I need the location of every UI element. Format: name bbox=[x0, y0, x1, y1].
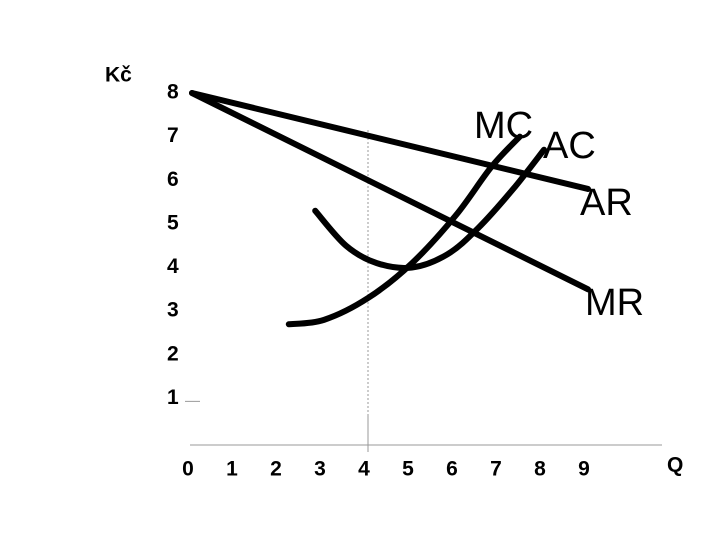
x-tick-label: 3 bbox=[314, 458, 326, 481]
y-tick-label: 5 bbox=[167, 211, 179, 234]
curve-label: MC bbox=[474, 105, 533, 147]
x-tick-label: 2 bbox=[270, 458, 282, 481]
x-tick-label: 0 bbox=[182, 458, 194, 481]
x-tick-label: 9 bbox=[578, 458, 590, 481]
y-tick-label: 2 bbox=[167, 342, 179, 365]
y-tick-label: 3 bbox=[167, 299, 179, 322]
x-tick-label: 7 bbox=[490, 458, 502, 481]
x-tick-label: 5 bbox=[402, 458, 414, 481]
y-axis-label: Kč bbox=[105, 64, 132, 87]
y-tick-label: 7 bbox=[167, 124, 179, 147]
x-tick-label: 1 bbox=[226, 458, 238, 481]
x-tick-label: 4 bbox=[358, 458, 370, 481]
x-tick-label: 6 bbox=[446, 458, 458, 481]
y-tick-label: 4 bbox=[167, 255, 179, 278]
curve-label: AR bbox=[580, 182, 633, 224]
y-tick-label: 6 bbox=[167, 168, 179, 191]
curve bbox=[312, 146, 547, 271]
y-tick-label: 8 bbox=[167, 81, 179, 104]
curve bbox=[189, 90, 591, 192]
curve-label: AC bbox=[543, 125, 596, 167]
x-axis-label: Q bbox=[667, 454, 683, 477]
x-tick-label: 8 bbox=[534, 458, 546, 481]
curve bbox=[189, 90, 591, 293]
y-tick-label: 1 bbox=[167, 386, 179, 409]
curve-label: MR bbox=[585, 282, 644, 324]
